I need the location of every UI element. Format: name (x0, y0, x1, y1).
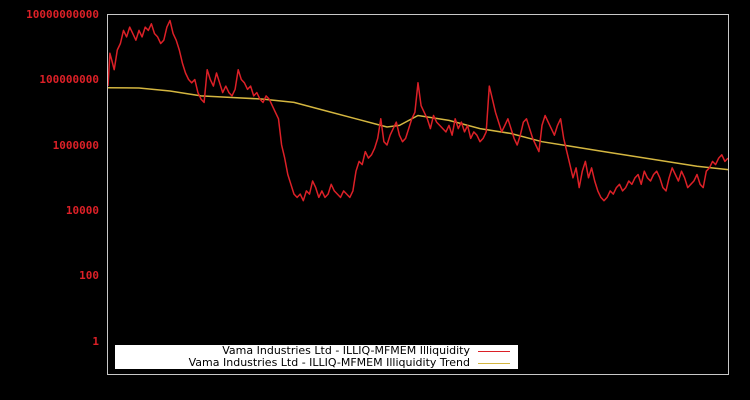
y-tick-label: 100000000 (39, 73, 99, 86)
y-tick-label: 1 (92, 335, 99, 348)
legend-swatch-red (478, 350, 510, 352)
legend-label: Vama Industries Ltd - ILLIQ-MFMEM Illiqu… (222, 344, 470, 357)
series-layer (107, 19, 729, 202)
y-tick-label: 100 (79, 269, 99, 282)
y-tick-label: 10000000000 (26, 8, 99, 21)
legend-item-trend: Vama Industries Ltd - ILLIQ-MFMEM Illiqu… (189, 357, 510, 369)
y-tick-label: 10000 (65, 204, 99, 217)
illiquidity-line (107, 19, 729, 202)
legend-swatch-gold (478, 362, 510, 364)
trend-line (107, 86, 729, 171)
legend-label: Vama Industries Ltd - ILLIQ-MFMEM Illiqu… (188, 356, 470, 369)
legend-item-illiquidity: Vama Industries Ltd - ILLIQ-MFMEM Illiqu… (222, 345, 510, 357)
legend: Vama Industries Ltd - ILLIQ-MFMEM Illiqu… (115, 345, 518, 369)
y-tick-label: 1000000 (52, 139, 99, 152)
plot-area-border (107, 14, 729, 375)
